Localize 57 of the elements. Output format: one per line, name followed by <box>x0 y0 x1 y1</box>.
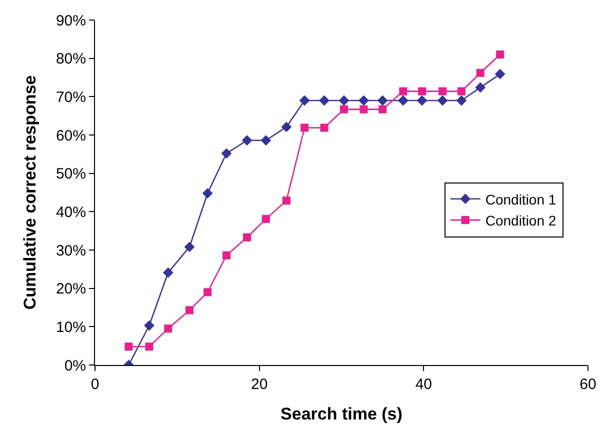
point <box>319 95 330 106</box>
y-tick-label: 30% <box>56 242 86 260</box>
point <box>418 87 426 96</box>
point <box>340 105 348 114</box>
point <box>437 95 448 106</box>
point <box>145 342 154 351</box>
point <box>144 320 154 331</box>
point <box>242 135 252 146</box>
point <box>262 214 270 223</box>
point <box>494 68 506 80</box>
point <box>281 122 292 132</box>
x-tick-label: 0 <box>90 376 100 393</box>
point <box>320 124 328 132</box>
legend-label: Condition 1 <box>485 191 556 208</box>
point <box>456 95 467 106</box>
y-tick-label: 40% <box>56 204 86 221</box>
point <box>399 87 408 96</box>
point <box>378 105 387 114</box>
point <box>398 95 408 106</box>
x-axis-title: Search time (s) <box>280 404 402 424</box>
point <box>221 148 232 159</box>
point <box>476 68 484 77</box>
point <box>204 288 212 296</box>
x-tick-label: 20 <box>250 376 268 393</box>
point <box>475 82 486 93</box>
x-tick-label: 60 <box>580 376 596 393</box>
point <box>416 95 428 106</box>
legend-label: Condition 2 <box>485 212 556 229</box>
y-tick-label: 60% <box>56 127 86 144</box>
point <box>358 95 369 106</box>
y-axis-title: Cumulative correct response <box>20 75 40 310</box>
point <box>457 87 466 96</box>
y-tick-label: 20% <box>56 280 86 298</box>
point <box>496 50 504 58</box>
point <box>300 124 309 132</box>
x-tick-label: 40 <box>415 376 432 393</box>
point <box>184 242 195 252</box>
point <box>202 188 213 198</box>
point <box>243 233 252 242</box>
point <box>338 95 350 106</box>
point <box>260 135 272 146</box>
point <box>282 196 290 205</box>
y-tick-label: 50% <box>56 166 86 183</box>
y-tick-label: 80% <box>56 50 86 68</box>
point <box>377 95 388 106</box>
y-tick-label: 90% <box>56 12 86 30</box>
point <box>185 306 194 314</box>
y-tick-label: 10% <box>56 318 86 336</box>
point <box>222 251 230 260</box>
point <box>299 95 310 106</box>
point <box>162 267 174 278</box>
point <box>360 105 368 114</box>
y-tick-label: 0% <box>64 357 86 374</box>
y-tick-label: 70% <box>56 88 86 106</box>
point <box>164 324 172 333</box>
point <box>124 342 133 351</box>
point <box>438 87 447 96</box>
